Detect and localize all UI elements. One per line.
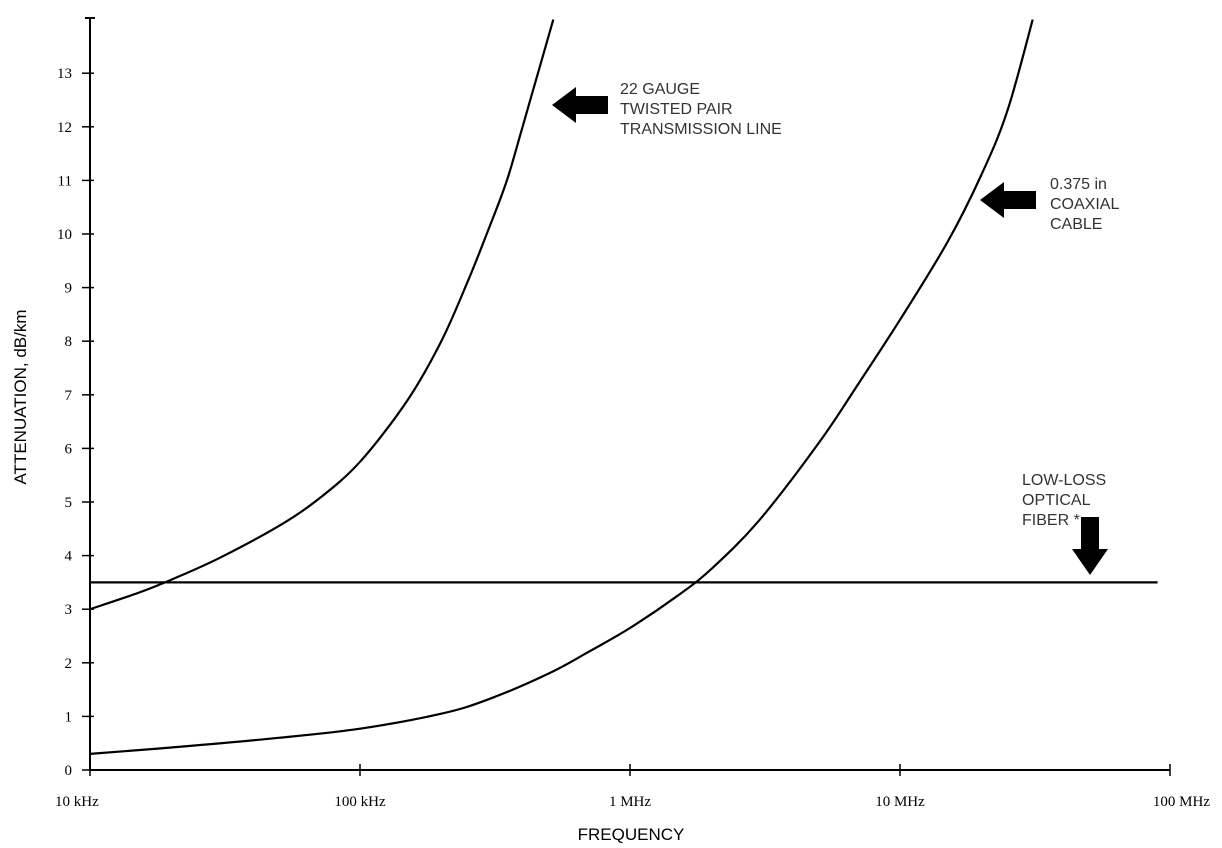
coaxial-cable-label-line: COAXIAL: [1050, 196, 1119, 213]
x-axis-ticks: 10 kHz 100 kHz 1 MHz 10 MHz 100 MHz: [55, 764, 1210, 810]
y-tick-label: 3: [65, 602, 73, 618]
x-tick-label: 100 kHz: [334, 794, 386, 810]
optical-fiber-label: LOW-LOSS OPTICAL FIBER *: [1022, 472, 1106, 529]
x-tick-label: 100 MHz: [1153, 794, 1210, 810]
coaxial-cable-label-line: 0.375 in: [1050, 176, 1107, 193]
x-tick-label: 10 MHz: [875, 794, 925, 810]
y-tick-label: 12: [57, 120, 72, 136]
y-tick-label: 9: [65, 281, 73, 297]
y-tick-label: 4: [65, 549, 73, 565]
twisted-pair-curve: [89, 19, 555, 611]
y-tick-label: 11: [58, 173, 72, 189]
y-tick-label: 6: [65, 441, 73, 457]
optical-fiber-label-line: OPTICAL: [1022, 492, 1091, 509]
coaxial-cable-arrow: [980, 182, 1036, 218]
x-axis-title: FREQUENCY: [578, 825, 685, 844]
y-tick-label: 8: [65, 334, 73, 350]
twisted-pair-label-line: TWISTED PAIR: [620, 101, 733, 118]
twisted-pair-label-line: TRANSMISSION LINE: [620, 121, 782, 138]
coaxial-cable-label-line: CABLE: [1050, 216, 1102, 233]
y-tick-label: 7: [65, 388, 73, 404]
y-axis-title: ATTENUATION, dB/km: [11, 309, 30, 484]
y-tick-label: 13: [57, 66, 72, 82]
series-layer: [89, 19, 1158, 755]
twisted-pair-label: 22 GAUGE TWISTED PAIR TRANSMISSION LINE: [620, 81, 782, 138]
y-tick-label: 5: [65, 495, 73, 511]
optical-fiber-label-line: LOW-LOSS: [1022, 472, 1106, 489]
y-tick-label: 10: [57, 227, 72, 243]
coaxial-cable-curve: [89, 19, 1034, 755]
annotation-layer: 22 GAUGE TWISTED PAIR TRANSMISSION LINE 0.3…: [552, 81, 1119, 575]
twisted-pair-label-line: 22 GAUGE: [620, 81, 700, 98]
optical-fiber-arrow: [1072, 517, 1108, 575]
y-tick-label: 0: [65, 763, 73, 779]
optical-fiber-label-line: FIBER *: [1022, 512, 1080, 529]
twisted-pair-arrow: [552, 87, 608, 123]
x-tick-label: 10 kHz: [55, 794, 99, 810]
y-tick-label: 1: [65, 709, 73, 725]
coaxial-cable-label: 0.375 in COAXIAL CABLE: [1050, 176, 1119, 233]
y-tick-label: 2: [65, 656, 73, 672]
x-tick-label: 1 MHz: [609, 794, 651, 810]
